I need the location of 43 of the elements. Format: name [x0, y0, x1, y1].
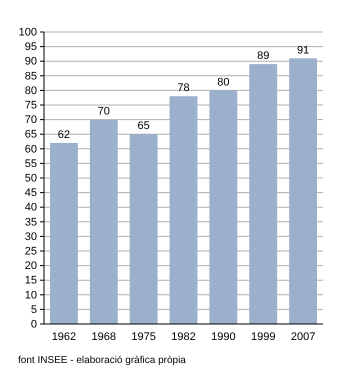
- y-tick-label: 30: [24, 230, 37, 243]
- bar: [289, 58, 318, 324]
- x-tick-label: 1999: [250, 330, 276, 343]
- y-tick-label: 20: [24, 260, 37, 272]
- data-label: 91: [296, 44, 310, 56]
- x-tick-label: 1962: [52, 330, 76, 343]
- x-tick-label: 1990: [211, 330, 236, 343]
- y-tick-label: 60: [24, 143, 37, 156]
- text: font INSEE - elaboració gràfica pròpia: [18, 355, 186, 366]
- y-tick-label: 95: [24, 41, 37, 54]
- bar: [50, 142, 78, 324]
- y-tick-label: 25: [24, 246, 37, 258]
- y-tick-label: 35: [24, 216, 37, 228]
- x-tick-label: 1982: [171, 330, 196, 343]
- bar: [130, 134, 158, 324]
- x-tick-label: 1968: [92, 330, 116, 343]
- y-tick-label: 80: [24, 84, 37, 97]
- y-tick-label: 0: [30, 318, 37, 331]
- y-tick-label: 45: [24, 187, 37, 200]
- y-tick-label: 40: [24, 202, 37, 214]
- y-tick-label: 50: [24, 172, 37, 185]
- data-label: 65: [138, 120, 150, 132]
- y-tick-label: 55: [24, 158, 37, 170]
- y-tick-label: 10: [24, 289, 37, 302]
- data-label: 78: [177, 82, 190, 94]
- bar: [249, 64, 278, 324]
- x-tick-label: 2007: [290, 330, 316, 343]
- y-tick-label: 70: [24, 114, 37, 126]
- data-label: 89: [257, 50, 270, 62]
- y-tick-label: 65: [24, 128, 37, 141]
- bar: [90, 120, 118, 324]
- bar: [209, 90, 238, 324]
- y-tick-label: 90: [24, 56, 37, 68]
- bar: [170, 96, 198, 324]
- data-label: 70: [98, 106, 110, 118]
- y-tick-label: 75: [24, 100, 37, 112]
- y-tick-label: 85: [24, 70, 37, 82]
- y-tick-label: 100: [18, 26, 37, 39]
- data-label: 62: [58, 128, 70, 141]
- data-label: 80: [217, 76, 230, 88]
- y-tick-label: 5: [30, 304, 37, 316]
- x-tick-label: 1975: [131, 330, 156, 343]
- y-tick-label: 15: [24, 274, 37, 287]
